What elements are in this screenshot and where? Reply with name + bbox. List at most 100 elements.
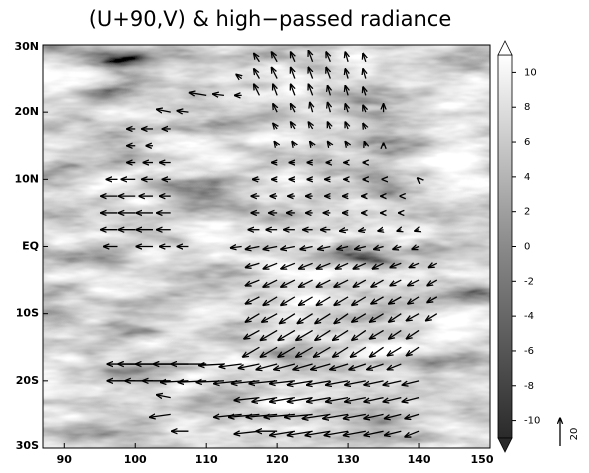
wind-vector <box>236 74 242 78</box>
wind-vector <box>308 122 312 130</box>
wind-vector <box>281 247 296 250</box>
wind-vector <box>245 262 260 267</box>
wind-vector <box>328 142 331 146</box>
colorbar-tick-label: 2 <box>524 207 530 218</box>
wind-vector <box>405 413 420 418</box>
y-tick-label: 30N <box>14 40 39 53</box>
y-tick-label: 10S <box>16 307 39 320</box>
wind-vector <box>245 296 260 304</box>
wind-vector <box>299 296 313 305</box>
wind-vector <box>352 329 367 340</box>
y-tick-label: 30S <box>16 439 39 452</box>
x-tick-label: 120 <box>266 453 289 466</box>
wind-vector <box>409 263 420 267</box>
wind-vector <box>273 123 277 129</box>
wind-vector <box>371 279 384 287</box>
reference-label: 20 <box>569 428 580 441</box>
wind-vector <box>254 69 260 79</box>
wind-vector <box>385 413 402 418</box>
wind-vector <box>427 279 438 286</box>
wind-vector <box>364 380 384 385</box>
wind-vector <box>415 230 419 231</box>
wind-vector <box>245 313 260 322</box>
y-tick-label: 20N <box>14 105 39 118</box>
wind-vector <box>316 262 331 269</box>
wind-vector <box>263 262 278 269</box>
wind-vector <box>363 69 366 79</box>
colorbar-tick-label: 6 <box>524 137 530 148</box>
wind-vector <box>337 247 349 250</box>
wind-vector <box>390 279 402 286</box>
wind-vector <box>308 51 312 63</box>
wind-vector <box>281 279 296 287</box>
wind-vector <box>428 263 438 267</box>
wind-vector <box>328 102 331 113</box>
wind-vector <box>370 329 384 338</box>
wind-vector <box>274 142 277 146</box>
wind-vector <box>393 247 402 250</box>
wind-vector <box>189 93 207 96</box>
wind-vector <box>402 380 420 385</box>
colorbar <box>497 54 513 439</box>
wind-vector <box>345 122 348 130</box>
wind-vector <box>359 230 366 231</box>
wind-vector <box>367 363 384 370</box>
wind-vector <box>263 279 278 287</box>
wind-vector <box>299 262 313 269</box>
wind-vector <box>315 313 331 324</box>
wind-vector <box>343 430 366 435</box>
wind-vector <box>408 296 420 304</box>
wind-vector <box>213 94 225 95</box>
wind-vector <box>370 346 384 357</box>
wind-vector <box>345 104 348 113</box>
wind-vector <box>254 53 260 63</box>
wind-vector <box>378 230 384 231</box>
wind-vector <box>296 329 313 340</box>
wind-vector <box>308 67 312 79</box>
colorbar-tick-label: -8 <box>524 381 534 392</box>
wind-vector <box>299 279 313 287</box>
wind-vector <box>229 414 260 417</box>
wind-vector <box>387 363 402 370</box>
wind-vector <box>355 247 366 250</box>
wind-vector <box>273 84 277 96</box>
wind-vector <box>345 69 348 79</box>
wind-vector <box>177 111 189 112</box>
colorbar-tick-label: 0 <box>524 242 530 253</box>
wind-vector <box>397 230 401 231</box>
wind-vector <box>372 262 384 269</box>
wind-vector <box>291 84 295 96</box>
wind-vector <box>349 363 367 370</box>
wind-vector <box>418 178 419 179</box>
wind-vector <box>383 380 402 385</box>
wind-vector <box>408 279 420 286</box>
wind-vector <box>150 414 171 417</box>
wind-vector <box>389 296 402 304</box>
wind-vector <box>263 296 278 305</box>
wind-vector <box>310 142 313 146</box>
wind-vector <box>291 67 295 79</box>
colorbar-tick-label: -4 <box>524 311 534 322</box>
chart-title: (U+90,V) & high−passed radiance <box>89 7 452 31</box>
wind-vector <box>293 363 313 370</box>
wind-vector <box>427 296 438 303</box>
wind-vector <box>308 84 312 96</box>
colorbar-tick-label: 10 <box>524 67 537 78</box>
wind-vector <box>274 363 296 370</box>
wind-vector <box>328 122 331 130</box>
wind-vector <box>328 86 331 96</box>
wind-vector <box>345 52 348 62</box>
vector-layer <box>101 51 438 437</box>
wind-vector <box>363 53 366 62</box>
wind-vector <box>272 52 278 63</box>
wind-vector <box>389 329 402 338</box>
wind-vector <box>406 329 420 338</box>
wind-vector <box>371 296 384 304</box>
wind-vector <box>244 329 260 338</box>
wind-vector <box>316 296 331 305</box>
wind-vector <box>245 279 260 286</box>
wind-vector <box>263 247 278 250</box>
wind-vector <box>291 52 295 63</box>
wind-vector <box>238 363 260 368</box>
